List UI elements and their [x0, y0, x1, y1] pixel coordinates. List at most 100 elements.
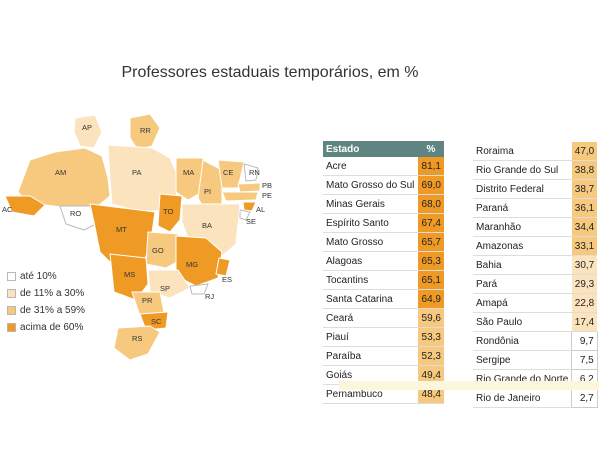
- state-name: Santa Catarina: [323, 289, 418, 309]
- state-value: 69,0: [418, 175, 444, 195]
- state-value: 65,3: [418, 251, 444, 271]
- state-rj: [189, 283, 209, 295]
- state-value: 53,3: [418, 327, 444, 347]
- table-row: Amapá 22,8: [473, 293, 598, 313]
- table-row: Paraná 36,1: [473, 198, 598, 218]
- state-name: Mato Grosso do Sul: [323, 175, 418, 195]
- table-row: Pará 29,3: [473, 274, 598, 294]
- table-row: Paraíba 52,3: [323, 346, 444, 366]
- map-label-sp: SP: [160, 284, 170, 293]
- table-row: Rio de Janeiro 2,7: [473, 388, 598, 408]
- state-name: Espírito Santo: [323, 213, 418, 233]
- map-label-mt: MT: [116, 225, 127, 234]
- table-row: Acre 81,1: [323, 157, 444, 176]
- table-row: São Paulo 17,4: [473, 312, 598, 332]
- state-value: 34,4: [571, 217, 598, 237]
- state-value: 65,1: [418, 270, 444, 290]
- state-name: Maranhão: [473, 217, 572, 237]
- map-label-ap: AP: [82, 123, 92, 132]
- state-pe: [221, 191, 259, 202]
- legend-item: de 31% a 59%: [7, 302, 85, 319]
- map-label-pi: PI: [204, 187, 211, 196]
- map-label-pr: PR: [142, 296, 153, 305]
- map-label-ms: MS: [124, 270, 135, 279]
- state-name: Rio de Janeiro: [473, 388, 572, 408]
- table-row: Mato Grosso do Sul 69,0: [323, 175, 444, 195]
- table-row: Rio Grande do Sul 38,8: [473, 160, 598, 180]
- header-state: Estado: [323, 141, 418, 157]
- state-sp: [147, 269, 191, 299]
- state-pb: [237, 182, 261, 193]
- state-name: Mato Grosso: [323, 232, 418, 252]
- legend-label: de 31% a 59%: [20, 305, 86, 316]
- state-name: Distrito Federal: [473, 179, 572, 199]
- map-label-rr: RR: [140, 126, 151, 135]
- table-row: Roraima 47,0: [473, 142, 598, 161]
- map-label-sc: SC: [151, 317, 162, 326]
- state-value: 9,7: [571, 331, 598, 351]
- table-row: Sergipe 7,5: [473, 350, 598, 370]
- map-label-ba: BA: [202, 221, 212, 230]
- state-ac: [4, 195, 46, 217]
- state-ma: [175, 157, 207, 201]
- map-label-es: ES: [222, 275, 232, 284]
- table-header-row: Estado %: [323, 141, 444, 157]
- map-legend: até 10% de 11% a 30% de 31% a 59% acima de …: [7, 268, 85, 336]
- legend-swatch: [7, 272, 16, 281]
- state-name: Alagoas: [323, 251, 418, 271]
- table-row: Ceará 59,6: [323, 308, 444, 328]
- state-value: 47,0: [571, 142, 598, 161]
- map-label-pa: PA: [132, 168, 141, 177]
- legend-swatch: [7, 323, 16, 332]
- state-value: 33,1: [571, 236, 598, 256]
- state-value: 2,7: [571, 388, 598, 408]
- state-value: 59,6: [418, 308, 444, 328]
- table-row: Espírito Santo 67,4: [323, 213, 444, 233]
- map-label-se: SE: [246, 217, 256, 226]
- map-label-ma: MA: [183, 168, 194, 177]
- table-row: Piauí 53,3: [323, 327, 444, 347]
- table-row: Maranhão 34,4: [473, 217, 598, 237]
- table-left: Estado % Acre 81,1 Mato Grosso do Sul 69,0 M…: [323, 141, 444, 404]
- map-label-rs: RS: [132, 334, 142, 343]
- table-row: Alagoas 65,3: [323, 251, 444, 271]
- table-row: Minas Gerais 68,0: [323, 194, 444, 214]
- state-name: Paraíba: [323, 346, 418, 366]
- state-value: 81,1: [418, 157, 444, 176]
- state-value: 38,7: [571, 179, 598, 199]
- state-rn: [243, 163, 259, 182]
- state-al: [242, 201, 257, 212]
- legend-item: até 10%: [7, 268, 85, 285]
- header-pct: %: [418, 141, 444, 157]
- state-value: 17,4: [571, 312, 598, 332]
- state-name: São Paulo: [473, 312, 572, 332]
- legend-item: de 11% a 30%: [7, 285, 85, 302]
- table-row: Tocantins 65,1: [323, 270, 444, 290]
- map-label-am: AM: [55, 168, 66, 177]
- state-value: 65,7: [418, 232, 444, 252]
- state-name: Amazonas: [473, 236, 572, 256]
- table-row: Bahia 30,7: [473, 255, 598, 275]
- map-label-go: GO: [152, 246, 164, 255]
- state-name: Paraná: [473, 198, 572, 218]
- table-row: Amazonas 33,1: [473, 236, 598, 256]
- legend-swatch: [7, 289, 16, 298]
- legend-swatch: [7, 306, 16, 315]
- state-rs: [113, 325, 161, 361]
- state-value: 67,4: [418, 213, 444, 233]
- map-label-ac: AC: [2, 205, 13, 214]
- map-label-rj: RJ: [205, 292, 214, 301]
- map-label-mg: MG: [186, 260, 198, 269]
- legend-label: acima de 60%: [20, 322, 84, 333]
- state-name: Amapá: [473, 293, 572, 313]
- footer-bar: [339, 381, 599, 390]
- chart-title: Professores estaduais temporários, em %: [121, 64, 419, 81]
- map-label-pb: PB: [262, 181, 272, 190]
- state-ap: [73, 114, 103, 149]
- state-ro: [59, 205, 97, 231]
- state-value: 36,1: [571, 198, 598, 218]
- state-value: 64,9: [418, 289, 444, 309]
- legend-label: de 11% a 30%: [20, 288, 85, 299]
- state-name: Bahia: [473, 255, 572, 275]
